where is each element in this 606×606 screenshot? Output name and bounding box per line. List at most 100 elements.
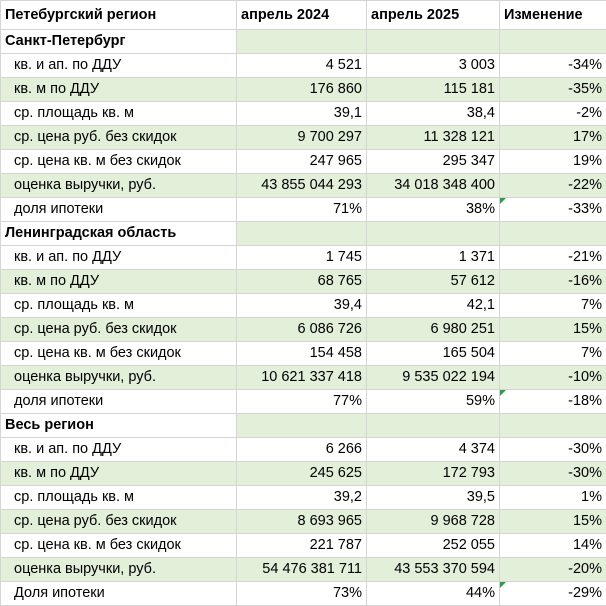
change-cell[interactable]: 19% (500, 150, 606, 174)
value-2024-cell[interactable]: 71% (237, 198, 367, 222)
change-cell[interactable]: -16% (500, 270, 606, 294)
metric-label-cell[interactable]: кв. м по ДДУ (1, 270, 237, 294)
value-2024-cell[interactable]: 68 765 (237, 270, 367, 294)
metric-label-cell[interactable]: кв. и ап. по ДДУ (1, 54, 237, 78)
value-2025-cell[interactable]: 38% (367, 198, 500, 222)
change-cell[interactable]: -10% (500, 366, 606, 390)
section-title-cell[interactable]: Санкт-Петербург (1, 30, 237, 54)
value-2024-cell[interactable]: 39,2 (237, 486, 367, 510)
value-2024-cell[interactable]: 10 621 337 418 (237, 366, 367, 390)
value-2025-cell[interactable]: 4 374 (367, 438, 500, 462)
value-2024-cell[interactable]: 221 787 (237, 534, 367, 558)
metric-label-cell[interactable]: ср. цена руб. без скидок (1, 318, 237, 342)
section-title-cell[interactable]: Ленинградская область (1, 222, 237, 246)
value-2024-cell[interactable]: 4 521 (237, 54, 367, 78)
empty-cell[interactable] (500, 222, 606, 246)
value-2025-cell[interactable]: 42,1 (367, 294, 500, 318)
empty-cell[interactable] (237, 30, 367, 54)
change-cell[interactable]: 1% (500, 486, 606, 510)
change-cell[interactable]: -30% (500, 438, 606, 462)
value-2025-cell[interactable]: 9 968 728 (367, 510, 500, 534)
metric-label-cell[interactable]: ср. цена руб. без скидок (1, 510, 237, 534)
change-cell[interactable]: -33% (500, 198, 606, 222)
change-cell[interactable]: 15% (500, 510, 606, 534)
metric-label-cell[interactable]: кв. м по ДДУ (1, 462, 237, 486)
value-2025-cell[interactable]: 39,5 (367, 486, 500, 510)
metric-label-cell[interactable]: ср. цена кв. м без скидок (1, 150, 237, 174)
header-change-cell[interactable]: Изменение (500, 1, 606, 30)
value-2024-cell[interactable]: 77% (237, 390, 367, 414)
metric-label-cell[interactable]: ср. площадь кв. м (1, 486, 237, 510)
header-april-2025-cell[interactable]: апрель 2025 (367, 1, 500, 30)
value-2024-cell[interactable]: 6 266 (237, 438, 367, 462)
value-2024-cell[interactable]: 245 625 (237, 462, 367, 486)
metric-label-cell[interactable]: Доля ипотеки (1, 582, 237, 606)
value-2024-cell[interactable]: 176 860 (237, 78, 367, 102)
value-2025-cell[interactable]: 6 980 251 (367, 318, 500, 342)
change-cell[interactable]: -20% (500, 558, 606, 582)
change-cell[interactable]: -34% (500, 54, 606, 78)
value-2025-cell[interactable]: 57 612 (367, 270, 500, 294)
value-2025-cell[interactable]: 43 553 370 594 (367, 558, 500, 582)
value-2025-cell[interactable]: 295 347 (367, 150, 500, 174)
empty-cell[interactable] (237, 414, 367, 438)
change-cell[interactable]: -2% (500, 102, 606, 126)
change-cell[interactable]: -21% (500, 246, 606, 270)
change-cell[interactable]: -18% (500, 390, 606, 414)
metric-label-cell[interactable]: оценка выручки, руб. (1, 366, 237, 390)
metric-label-cell[interactable]: ср. площадь кв. м (1, 294, 237, 318)
metric-label-cell[interactable]: доля ипотеки (1, 390, 237, 414)
value-2025-cell[interactable]: 1 371 (367, 246, 500, 270)
value-2024-cell[interactable]: 154 458 (237, 342, 367, 366)
value-2024-cell[interactable]: 39,1 (237, 102, 367, 126)
value-2024-cell[interactable]: 43 855 044 293 (237, 174, 367, 198)
value-2025-cell[interactable]: 11 328 121 (367, 126, 500, 150)
empty-cell[interactable] (367, 414, 500, 438)
metric-label-cell[interactable]: ср. цена кв. м без скидок (1, 534, 237, 558)
metric-label-cell[interactable]: доля ипотеки (1, 198, 237, 222)
metric-label-cell[interactable]: кв. и ап. по ДДУ (1, 438, 237, 462)
empty-cell[interactable] (237, 222, 367, 246)
value-2025-cell[interactable]: 38,4 (367, 102, 500, 126)
change-cell[interactable]: -29% (500, 582, 606, 606)
metric-label-cell[interactable]: ср. цена руб. без скидок (1, 126, 237, 150)
value-2025-cell[interactable]: 9 535 022 194 (367, 366, 500, 390)
value-2024-cell[interactable]: 39,4 (237, 294, 367, 318)
change-cell[interactable]: -35% (500, 78, 606, 102)
value-2025-cell[interactable]: 3 003 (367, 54, 500, 78)
value-2024-cell[interactable]: 73% (237, 582, 367, 606)
value-2025-cell[interactable]: 44% (367, 582, 500, 606)
header-april-2024-cell[interactable]: апрель 2024 (237, 1, 367, 30)
value-2024-cell[interactable]: 6 086 726 (237, 318, 367, 342)
metric-label-cell[interactable]: ср. цена кв. м без скидок (1, 342, 237, 366)
value-2024-cell[interactable]: 8 693 965 (237, 510, 367, 534)
value-2025-cell[interactable]: 172 793 (367, 462, 500, 486)
empty-cell[interactable] (367, 222, 500, 246)
change-cell[interactable]: 15% (500, 318, 606, 342)
metric-label-cell[interactable]: оценка выручки, руб. (1, 174, 237, 198)
value-2025-cell[interactable]: 34 018 348 400 (367, 174, 500, 198)
change-cell[interactable]: -30% (500, 462, 606, 486)
header-region-cell[interactable]: Петебургский регион (1, 1, 237, 30)
section-title-cell[interactable]: Весь регион (1, 414, 237, 438)
empty-cell[interactable] (500, 414, 606, 438)
change-cell[interactable]: -22% (500, 174, 606, 198)
value-2025-cell[interactable]: 115 181 (367, 78, 500, 102)
value-2025-cell[interactable]: 165 504 (367, 342, 500, 366)
value-2024-cell[interactable]: 54 476 381 711 (237, 558, 367, 582)
metric-label-cell[interactable]: кв. м по ДДУ (1, 78, 237, 102)
change-cell[interactable]: 7% (500, 294, 606, 318)
metric-label-cell[interactable]: ср. площадь кв. м (1, 102, 237, 126)
change-cell[interactable]: 7% (500, 342, 606, 366)
value-2024-cell[interactable]: 1 745 (237, 246, 367, 270)
value-2025-cell[interactable]: 252 055 (367, 534, 500, 558)
value-2025-cell[interactable]: 59% (367, 390, 500, 414)
value-2024-cell[interactable]: 9 700 297 (237, 126, 367, 150)
empty-cell[interactable] (367, 30, 500, 54)
metric-label-cell[interactable]: кв. и ап. по ДДУ (1, 246, 237, 270)
value-2024-cell[interactable]: 247 965 (237, 150, 367, 174)
empty-cell[interactable] (500, 30, 606, 54)
change-cell[interactable]: 17% (500, 126, 606, 150)
metric-label-cell[interactable]: оценка выручки, руб. (1, 558, 237, 582)
change-cell[interactable]: 14% (500, 534, 606, 558)
